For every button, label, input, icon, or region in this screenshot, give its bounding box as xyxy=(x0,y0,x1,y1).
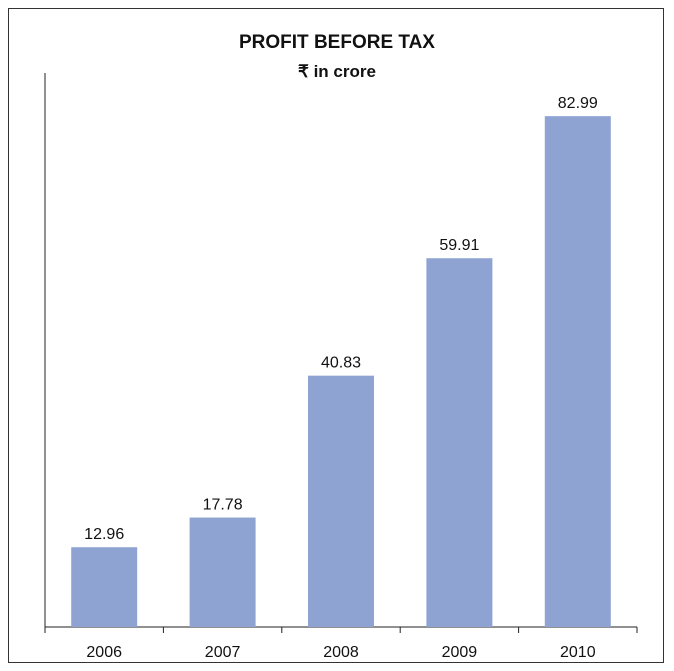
bar-2009 xyxy=(426,258,493,627)
x-tick-label-2010: 2010 xyxy=(560,644,596,661)
chart-subtitle: ₹ in crore xyxy=(298,62,376,81)
bar-2010 xyxy=(544,116,611,627)
data-label-2006: 12.96 xyxy=(84,526,124,543)
data-label-2010: 82.99 xyxy=(558,95,598,112)
data-label-2009: 59.91 xyxy=(439,237,479,254)
bar-2008 xyxy=(308,375,374,627)
x-tick-label-2009: 2009 xyxy=(442,644,478,661)
x-tick-label-2007: 2007 xyxy=(205,644,241,661)
data-label-2008: 40.83 xyxy=(321,355,361,372)
x-tick-label-2008: 2008 xyxy=(323,644,359,661)
bar-2006 xyxy=(71,547,138,627)
chart-title: PROFIT BEFORE TAX xyxy=(239,32,435,53)
x-tick-label-2006: 2006 xyxy=(86,644,122,661)
data-label-2007: 17.78 xyxy=(203,497,243,514)
bar-2007 xyxy=(189,517,256,627)
